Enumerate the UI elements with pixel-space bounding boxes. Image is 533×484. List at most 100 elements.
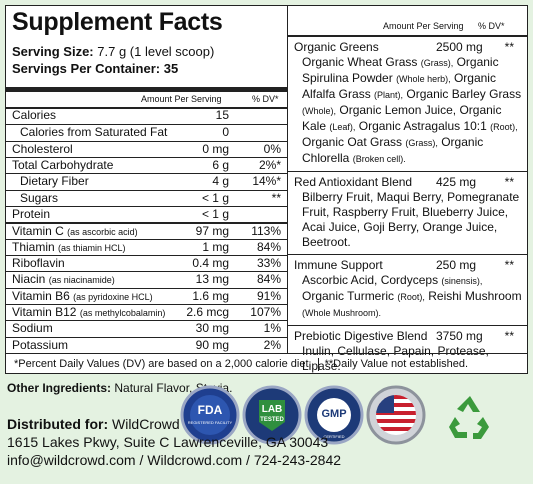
blend-ingredients: Inulin, Cellulase, Papain, Protease, Lip… xyxy=(288,344,528,374)
blend: Organic Greens 2500 mg ** Organic Wheat Gra… xyxy=(288,37,528,171)
nutrient-cell: Riboflavin xyxy=(12,256,65,271)
ingredient-name: Beetroot. xyxy=(302,235,351,249)
blend-header: Immune Support 250 mg ** xyxy=(288,258,528,273)
badge-core xyxy=(190,395,230,435)
nutrient-note: (as thiamin HCL) xyxy=(58,242,126,253)
blend-name: Prebiotic Digestive Blend xyxy=(294,329,428,343)
nutrient-cell: Potassium xyxy=(12,338,68,353)
ingredient-name: Organic Lemon Juice, xyxy=(339,103,457,117)
nutrient-amount: 2.6 mcg xyxy=(186,305,229,319)
servings-value: 35 xyxy=(163,61,179,76)
blend-dv: ** xyxy=(504,175,514,189)
nutrient-name: Sugars xyxy=(20,190,59,205)
distributor-line: Distributed for: WildCrowd xyxy=(7,416,180,432)
ingredient-name: Organic Turmeric xyxy=(302,289,395,303)
blend-name: Immune Support xyxy=(294,258,383,272)
nutrient-row: Cholesterol 0 mg 0% xyxy=(6,140,287,158)
badge-shield xyxy=(259,400,285,431)
nutrient-name: Niacin xyxy=(12,272,46,287)
nutrient-note: (as niacinamide) xyxy=(48,275,115,286)
blend: Prebiotic Digestive Blend 3750 mg ** Inulin… xyxy=(288,325,528,378)
nutrient-cell: Vitamin B6 (as pyridoxine HCL) xyxy=(12,289,153,305)
nutrient-name: Thiamin xyxy=(12,239,55,254)
badge-text: REGISTERED FACILITY xyxy=(188,420,233,425)
nutrient-note: (as ascorbic acid) xyxy=(67,227,138,238)
nutrient-amount: 15 xyxy=(215,108,229,122)
nutrient-cell: Niacin (as niacinamide) xyxy=(12,272,115,288)
column-header: % DV* xyxy=(252,94,279,104)
ingredient-name: Organic Oat Grass xyxy=(302,135,403,149)
ingredient-name: Organic Alfalfa Grass xyxy=(302,71,496,101)
nutrient-name: Dietary Fiber xyxy=(20,174,89,189)
blend-ingredients: Ascorbic Acid, Cordyceps (sinensis), Org… xyxy=(288,273,528,321)
nutrient-amount: 1.6 mg xyxy=(192,288,229,303)
ingredient-note: (Grass), xyxy=(420,58,454,68)
ingredient-name: Goji Berry, xyxy=(363,220,420,234)
ingredient-note: (Leaf), xyxy=(329,122,356,132)
serving-size: Serving Size: 7.7 g (1 level scoop) xyxy=(12,44,214,59)
nutrient-note: (as methylcobalamin) xyxy=(79,308,166,318)
ingredient-name: Pomegranate Fruit, xyxy=(302,190,520,219)
nutrient-cell: Vitamin C (as ascorbic acid) xyxy=(12,224,138,240)
nutrient-name: Protein xyxy=(12,207,51,221)
badge-text: CERTIFIED xyxy=(323,434,344,439)
servings: Servings Per Container: 35 xyxy=(12,61,178,76)
nutrient-row: Potassium 90 mg 2% xyxy=(6,336,287,354)
nutrient-amount: 0.4 mg xyxy=(192,256,229,270)
nutrient-cell: Calories xyxy=(12,108,56,123)
ingredient-name: Bilberry Fruit, xyxy=(302,190,374,204)
ingredient-name: Cordyceps xyxy=(380,273,439,287)
blend-ingredients: Organic Wheat Grass (Grass), Organic Spi… xyxy=(288,55,528,167)
nutrient-amount: 6 g xyxy=(212,158,229,172)
nutrient-amount: 30 mg xyxy=(195,321,229,336)
nutrient-dv: 107% xyxy=(250,305,281,319)
nutrient-cell: Cholesterol xyxy=(12,142,73,157)
right-column: Amount Per Serving % DV* Organic Greens 2… xyxy=(287,6,528,373)
blend: Red Antioxidant Blend 425 mg ** Bilberry Fr… xyxy=(288,171,528,254)
nutrient-amount: < 1 g xyxy=(201,190,229,205)
ingredient-note: (Plant), xyxy=(374,90,404,100)
nutrient-amount: 0 xyxy=(222,125,229,140)
badge-text: LAB xyxy=(262,404,283,415)
badge-fda: FDA REGISTERED FACILITY xyxy=(180,385,240,445)
badge-text: TESTED xyxy=(260,417,284,423)
blend-table: Organic Greens 2500 mg ** Organic Wheat Gra… xyxy=(288,35,528,373)
nutrient-row: Protein < 1 g xyxy=(6,206,287,223)
nutrient-name: Calories xyxy=(12,108,57,122)
blend-amount: 250 mg xyxy=(436,258,477,272)
nutrient-dv: 84% xyxy=(256,272,281,287)
blend-amount: 425 mg xyxy=(436,175,477,189)
blend-dv: ** xyxy=(504,329,514,343)
distributor-label: Distributed for: xyxy=(7,416,109,432)
ingredient-name: Organic Chlorella xyxy=(302,135,484,165)
serving-size-value: 7.7 g (1 level scoop) xyxy=(97,44,215,59)
nutrient-name: Potassium xyxy=(12,337,69,352)
ingredient-note: (Whole herb), xyxy=(396,74,451,84)
nutrient-amount: 1 mg xyxy=(202,239,229,254)
distributor-contact: info@wildcrowd.com / Wildcrowd.com / 724… xyxy=(7,452,342,468)
ingredient-note: (Whole Mushroom). xyxy=(302,308,382,318)
blend-amount: 2500 mg xyxy=(436,40,483,54)
thick-rule xyxy=(6,87,287,92)
nutrient-amount: 90 mg xyxy=(195,337,229,352)
ingredient-note: (sinensis), xyxy=(441,276,483,286)
ingredient-name: Lipase. xyxy=(302,359,341,373)
footnote-na: **Daily Value not established. xyxy=(324,358,469,370)
ingredient-note: (Whole), xyxy=(302,106,337,116)
ingredient-name: Acai Juice, xyxy=(302,220,361,234)
ingredient-name: Organic Wheat Grass xyxy=(302,55,418,69)
nutrient-cell: Total Carbohydrate xyxy=(12,158,113,173)
ingredient-name: Raspberry Fruit, xyxy=(332,205,419,219)
footnote: *Percent Daily Values (DV) are based on … xyxy=(6,353,527,374)
ingredient-name: Organic Spirulina Powder xyxy=(302,55,499,85)
ingredient-name: Blueberry Juice, xyxy=(422,205,509,219)
nutrient-row: Riboflavin 0.4 mg 33% xyxy=(6,255,287,272)
blend-dv: ** xyxy=(504,258,514,272)
nutrient-row: Thiamin (as thiamin HCL) 1 mg 84% xyxy=(6,238,287,256)
nutrient-dv: 91% xyxy=(256,288,281,303)
ingredient-note: (Root), xyxy=(397,292,425,302)
distributor-name: WildCrowd xyxy=(112,416,180,432)
ingredient-name: Reishi Mushroom xyxy=(428,289,522,303)
ingredient-name: Organic Kale xyxy=(302,103,502,133)
